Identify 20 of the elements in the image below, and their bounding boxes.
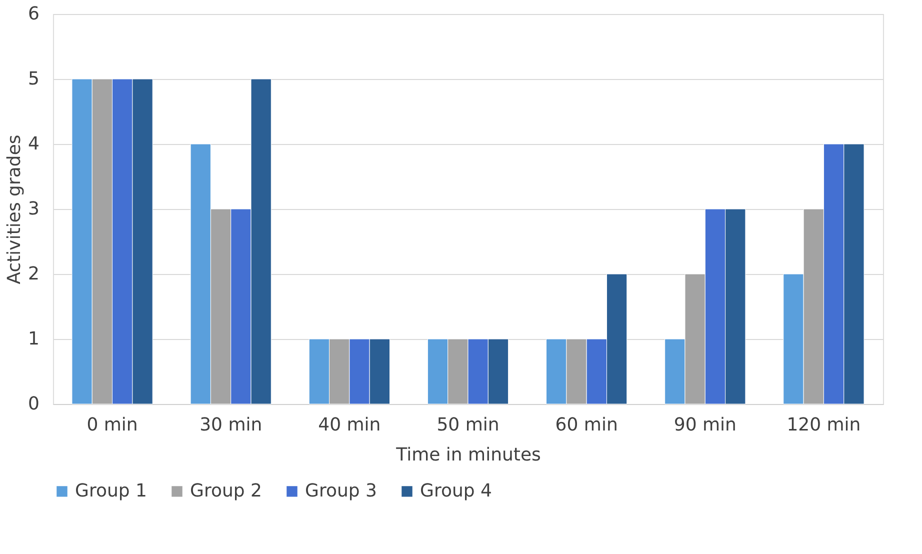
- legend-label: Group 2: [190, 480, 262, 502]
- x-axis-title: Time in minutes: [395, 444, 541, 466]
- x-tick-label: 60 min: [555, 414, 618, 436]
- y-tick-label: 5: [28, 68, 40, 90]
- x-tick-label: 50 min: [436, 414, 500, 436]
- x-tick-label: 40 min: [318, 414, 381, 436]
- y-axis-title: Activities grades: [4, 134, 26, 284]
- y-tick-label: 4: [28, 134, 40, 154]
- y-tick-label: 6: [28, 4, 40, 24]
- legend-label: Group 1: [75, 480, 147, 502]
- legend-label: Group 4: [420, 480, 492, 502]
- y-tick-label: 0: [28, 394, 40, 414]
- y-tick-label: 3: [28, 198, 40, 220]
- x-tick-label: 90 min: [674, 414, 736, 436]
- y-tick-label: 2: [28, 264, 40, 284]
- x-tick-label: 30 min: [200, 414, 262, 436]
- legend-label: Group 3: [305, 480, 377, 502]
- y-tick-label: 1: [28, 328, 40, 350]
- x-tick-label: 120 min: [786, 414, 861, 436]
- x-tick-label: 0 min: [86, 414, 138, 436]
